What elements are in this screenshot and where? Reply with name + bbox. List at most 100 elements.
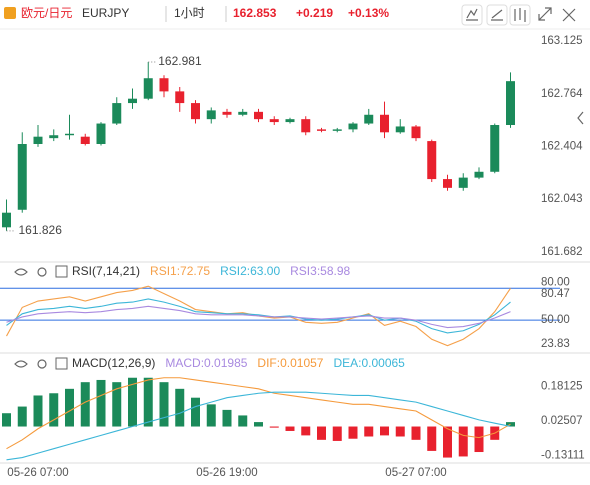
- candle-body: [206, 110, 216, 120]
- y-tick-label: 163.125: [541, 35, 583, 47]
- tool-icon: [514, 8, 526, 22]
- candle-body: [33, 136, 43, 144]
- histogram-bar: [238, 415, 248, 427]
- histogram-bar: [269, 426, 279, 428]
- histogram-bar: [380, 426, 389, 436]
- candle-body: [80, 136, 90, 144]
- candle-body: [112, 103, 122, 124]
- toolbar: [461, 4, 576, 26]
- histogram-bar: [49, 393, 59, 427]
- tool-icon: [466, 8, 478, 21]
- price: 162.853: [233, 6, 277, 20]
- histogram-bar: [443, 426, 452, 458]
- legend-entry: RSI3:58.98: [290, 264, 350, 278]
- y-tick-label: 50.00: [541, 314, 570, 326]
- candle-body: [364, 114, 374, 124]
- expand-icon[interactable]: [538, 7, 552, 21]
- histogram-bar: [191, 397, 200, 427]
- eye-icon[interactable]: [14, 268, 28, 276]
- x-tick-label: 05-26 19:00: [196, 467, 257, 479]
- candle-body: [49, 135, 59, 139]
- candle-body: [490, 125, 500, 172]
- gear-icon[interactable]: [37, 359, 47, 369]
- checkbox[interactable]: [55, 265, 68, 278]
- tool-button[interactable]: [461, 4, 483, 26]
- candle-body: [96, 123, 106, 144]
- histogram-bar: [206, 404, 216, 427]
- change: +0.219: [296, 6, 333, 20]
- candle-body: [17, 144, 27, 210]
- candle-body: [474, 171, 484, 178]
- histogram-bar: [33, 395, 43, 427]
- candle-body: [317, 129, 326, 131]
- histogram-bar: [159, 382, 169, 427]
- histogram-bar: [80, 382, 90, 427]
- histogram-bar: [96, 379, 106, 427]
- interval[interactable]: 1小时: [174, 6, 205, 20]
- low-label: 161.826: [19, 223, 63, 237]
- y-tick-label: 80.00: [541, 276, 570, 288]
- histogram-bar: [427, 426, 437, 451]
- histogram-bar: [17, 406, 27, 427]
- histogram-bar: [65, 388, 74, 427]
- legend-entry: MACD:0.01985: [165, 356, 247, 370]
- candle-body: [285, 119, 295, 123]
- y-tick-label: 0.02507: [541, 415, 583, 427]
- legend-entry: DIF:0.01057: [257, 356, 323, 370]
- histogram-bar: [175, 388, 185, 427]
- histogram-bar: [112, 382, 122, 427]
- eye-icon[interactable]: [14, 360, 28, 368]
- histogram-bar: [2, 413, 11, 427]
- candle-body: [427, 141, 437, 180]
- candle-body: [443, 179, 452, 188]
- y-tick-label: 0.18125: [541, 380, 583, 392]
- candle-body: [65, 133, 74, 136]
- histogram-bar: [222, 409, 232, 427]
- y-tick-label: 23.83: [541, 338, 570, 350]
- tool-icon: [491, 9, 503, 21]
- rsi-line: [6, 305, 511, 329]
- histogram-bar: [128, 377, 137, 427]
- checkbox[interactable]: [55, 357, 68, 370]
- histogram-bar: [332, 426, 342, 441]
- histogram-bar: [411, 426, 421, 440]
- indicator-title: MACD(12,26,9): [72, 356, 155, 370]
- macd-controls: [14, 357, 68, 370]
- histogram-bar: [285, 426, 295, 431]
- symbol: EURJPY: [82, 6, 129, 20]
- candle-body: [411, 126, 421, 139]
- indicator-title: RSI(7,14,21): [72, 264, 140, 278]
- y-tick-label: 162.043: [541, 193, 583, 205]
- tool-button[interactable]: [486, 4, 508, 26]
- candle-body: [348, 123, 358, 130]
- gear-icon[interactable]: [37, 267, 47, 277]
- candle-body: [238, 111, 248, 115]
- candle-body: [269, 119, 279, 123]
- collapse-arrow[interactable]: [577, 111, 584, 125]
- candle-body: [254, 111, 263, 120]
- legend-entry: RSI1:72.75: [150, 264, 210, 278]
- high-label: 162.981: [158, 54, 202, 68]
- macd-line: [6, 391, 511, 461]
- change-pct: +0.13%: [348, 6, 389, 20]
- candle-body: [175, 91, 185, 104]
- y-tick-label: 161.682: [541, 246, 583, 258]
- close-icon[interactable]: [562, 8, 576, 22]
- tool-button[interactable]: [509, 4, 531, 26]
- histogram-bar: [364, 426, 374, 437]
- y-tick-label: 162.764: [541, 88, 583, 100]
- macd-line: [6, 377, 511, 450]
- candle-body: [128, 98, 137, 104]
- histogram-bar: [474, 426, 484, 453]
- histogram-bar: [395, 426, 405, 437]
- y-tick-label: 80.47: [541, 288, 570, 300]
- candle-body: [332, 129, 342, 131]
- x-tick-label: 05-26 07:00: [7, 467, 68, 479]
- candle-body: [222, 111, 232, 115]
- candle-body: [191, 103, 200, 120]
- histogram-bar: [301, 426, 311, 436]
- histogram-bar: [317, 426, 326, 440]
- rsi-line: [6, 298, 511, 334]
- x-tick-label: 05-27 07:00: [385, 467, 446, 479]
